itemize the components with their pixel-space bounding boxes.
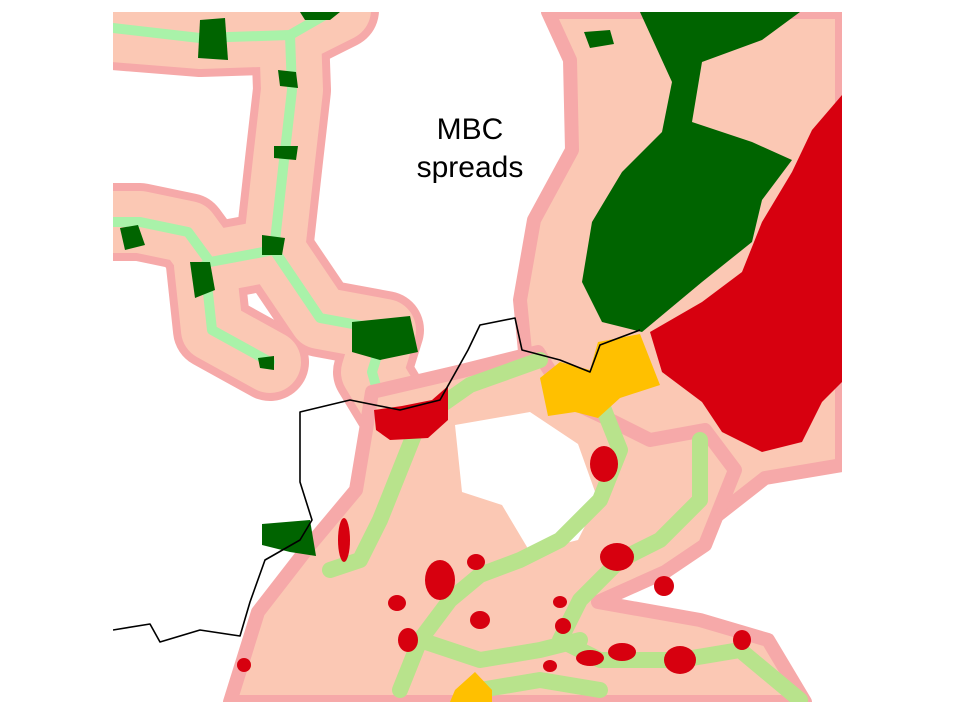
forest: [120, 12, 800, 556]
border-line: [113, 317, 641, 643]
annotation: spreads: [417, 151, 524, 184]
left-corridors: [113, 12, 434, 449]
bottom-corridors: [322, 352, 808, 702]
map-layers: [113, 12, 842, 702]
infested: [237, 95, 842, 674]
annotation: MBC: [437, 113, 504, 146]
front: [450, 334, 660, 702]
gap: [455, 412, 598, 552]
